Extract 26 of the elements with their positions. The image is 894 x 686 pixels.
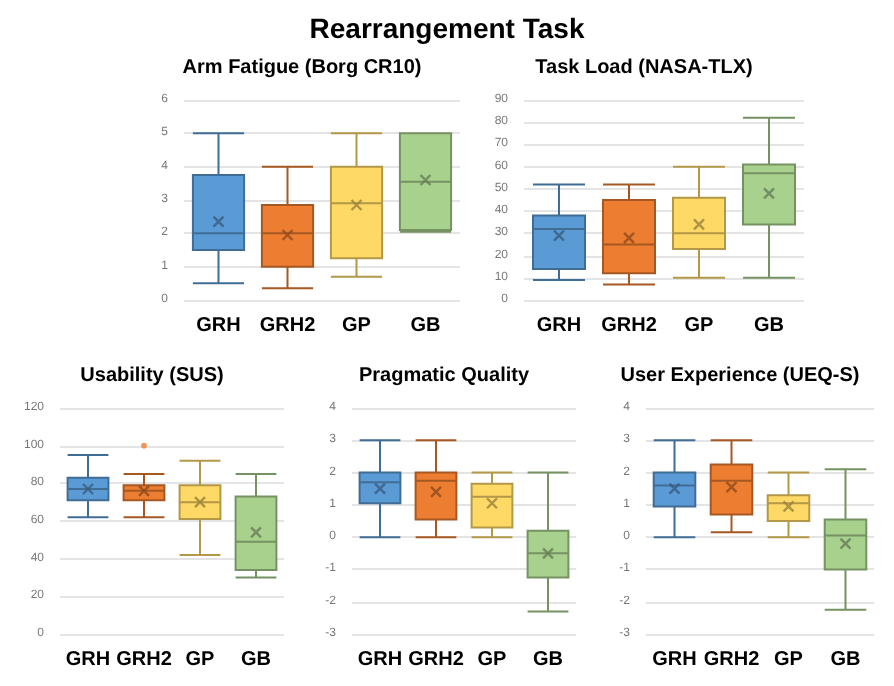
chart-title: Task Load (NASA-TLX) [535, 57, 753, 79]
x-tick-label: GP [477, 649, 508, 671]
x-tick-label: GRH2 [703, 649, 761, 671]
x-tick-label: GB [533, 649, 563, 671]
chart-title: Arm Fatigue (Borg CR10) [182, 57, 422, 79]
x-tick-label: GP [684, 315, 715, 337]
x-tick-label: GB [241, 649, 271, 671]
x-tick-label: GRH [196, 315, 241, 337]
chart-title: Usability (SUS) [80, 365, 224, 387]
x-tick-label: GRH2 [116, 649, 173, 671]
x-tick-label: GP [342, 315, 372, 337]
x-tick-label: GP [774, 649, 804, 671]
text: Rearrangement Task [309, 12, 585, 44]
x-tick-label: GRH2 [601, 315, 658, 337]
chart-title: User Experience (UEQ-S) [620, 365, 860, 387]
x-tick-label: GRH [65, 649, 111, 671]
x-tick-label: GRH [652, 649, 697, 671]
x-tick-label: GRH [536, 315, 582, 337]
x-tick-label: GRH2 [408, 649, 465, 671]
x-tick-label: GP [185, 649, 216, 671]
x-tick-label: GRH [357, 649, 403, 671]
x-tick-label: GB [410, 315, 441, 337]
chart-title: Pragmatic Quality [358, 365, 530, 387]
x-tick-label: GRH2 [259, 315, 317, 337]
x-tick-label: GB [754, 315, 784, 337]
x-tick-label: GB [830, 649, 861, 671]
